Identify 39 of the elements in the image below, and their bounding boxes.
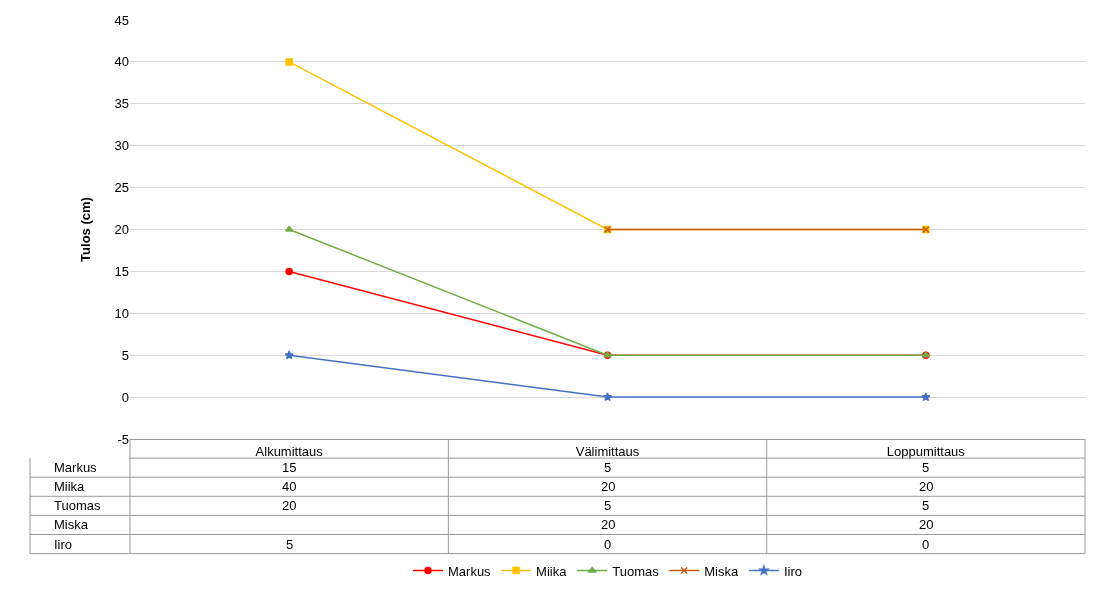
y-tick-label: 35 [114,96,129,112]
y-tick-label: 0 [121,389,129,405]
data-label: 0 [922,537,930,552]
data-label: 20 [601,517,616,532]
legend-label: Miska [704,563,739,579]
y-tick-label: 45 [114,12,129,28]
y-tick-label: 5 [121,347,129,363]
legend-label: Markus [448,563,492,579]
data-label: 5 [922,460,930,475]
data-label: 20 [919,517,934,532]
data-label: 5 [604,460,612,475]
text: Markus [54,460,97,475]
text: Iiro [54,537,73,552]
x-tick-label: Alkumittaus [255,443,324,459]
data-label: 15 [282,460,297,475]
data-label: 20 [282,498,297,513]
y-axis-title: Tulos (cm) [78,197,94,262]
data-label: 5 [604,498,612,513]
y-tick-label: 40 [114,54,129,70]
legend-label: Miika [536,563,568,579]
data-label: 5 [286,537,294,552]
y-tick-label: 20 [114,222,129,238]
data-label: 20 [919,479,934,494]
y-tick-label: 15 [114,263,129,279]
y-tick-label: 25 [114,180,129,196]
y-tick-label: -5 [117,431,129,447]
data-label: 5 [922,498,930,513]
y-tick-label: 10 [114,305,129,321]
text: Tuomas [54,498,101,513]
data-label: 40 [282,479,297,494]
legend-label: Tuomas [612,563,660,579]
legend-label: Iiro [783,563,802,579]
y-tick-label: 30 [114,138,129,154]
data-label: 0 [604,537,612,552]
x-tick-label: Välimittaus [575,443,640,459]
x-tick-label: Loppumittaus [886,443,966,459]
text: Miika [54,479,85,494]
text: Miska [54,517,88,532]
data-label: 20 [601,479,616,494]
